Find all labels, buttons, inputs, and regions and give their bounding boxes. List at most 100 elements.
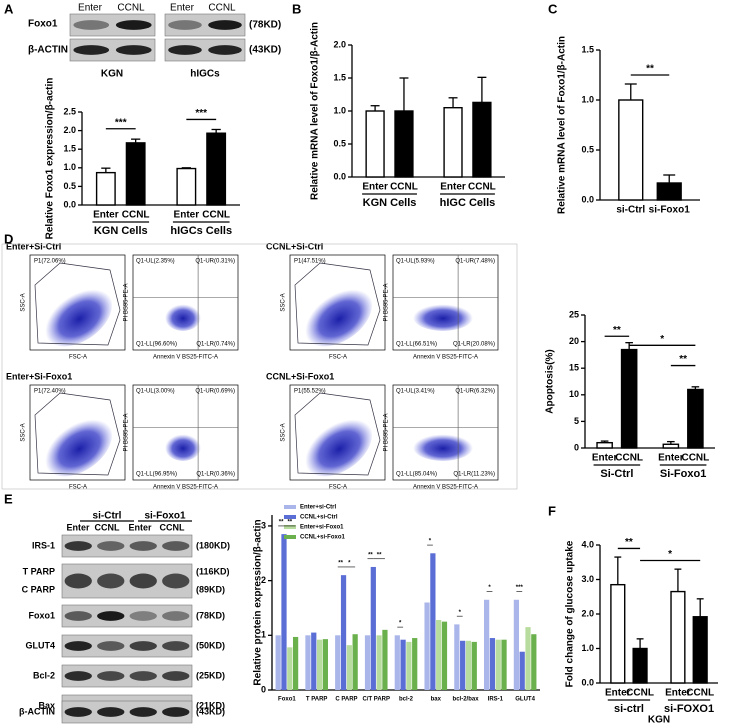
blot-group: si-Ctrl [93, 511, 122, 522]
group-label: Si-Foxo1 [660, 468, 706, 480]
y-tick-label: 2.0 [581, 608, 594, 618]
blot-band [129, 541, 157, 551]
blot-band [208, 45, 242, 55]
blot-band [64, 671, 92, 681]
bar [340, 575, 347, 690]
bar [346, 645, 352, 690]
scatter-cloud [43, 287, 113, 347]
bar [472, 101, 492, 178]
bar [610, 583, 626, 684]
bar [525, 627, 531, 690]
blot-size: (25KD) [196, 670, 225, 680]
quadrant-label: Q1-LR(0.36%) [196, 472, 235, 478]
legend-label: Enter+si-Foxo1 [300, 525, 344, 531]
blot-size: (43KD) [249, 45, 281, 56]
blot-band [129, 641, 157, 651]
gate-label: P1(47.51%) [294, 259, 326, 265]
quadrant-label: Q1-LR(0.74%) [196, 342, 235, 348]
y-tick-label: 0.0 [63, 199, 76, 209]
significance-label: ** [377, 552, 382, 558]
gate [294, 392, 381, 476]
quadrant-label: Q1-UR(0.31%) [195, 259, 235, 265]
significance-label: * [660, 334, 664, 345]
group-label: Si-Ctrl [600, 468, 633, 480]
y-tick-label: 0 [574, 442, 579, 452]
blot-band [208, 20, 242, 30]
flow-axis-label: FSC-A [329, 355, 347, 361]
bar [206, 132, 227, 206]
y-tick-label: 2.0 [333, 39, 346, 49]
y-tick-label: 5 [574, 416, 579, 426]
significance-label: ** [625, 537, 633, 548]
significance-label: *** [115, 117, 127, 128]
legend-swatch [284, 505, 296, 509]
blot-band [97, 671, 125, 681]
bar [176, 167, 197, 206]
blot-band [168, 45, 202, 55]
y-tick-label: 0.5 [63, 181, 76, 191]
y-tick-label: 1.5 [581, 44, 594, 54]
blot-band [64, 611, 92, 621]
flow-axis-label: SSC-A [21, 423, 27, 441]
y-axis-label: Apoptosis(%) [545, 349, 556, 413]
scatter-cloud [43, 417, 113, 477]
bar [364, 635, 371, 690]
y-axis-label: Relative Foxo1 expression/β-actin [45, 78, 56, 240]
significance-label: * [488, 585, 491, 591]
flow-title: Enter+Si-Ctrl [6, 241, 61, 251]
bar [513, 599, 520, 690]
significance-label: ** [338, 561, 343, 567]
quadrant-frame [392, 254, 499, 351]
lane-label: CCNL [160, 522, 185, 532]
flow-box [1, 243, 518, 490]
bar [656, 182, 682, 201]
x-tick-label: bcl-2/bax [453, 697, 480, 703]
bar [662, 443, 680, 449]
blot [61, 604, 193, 628]
x-tick-label: CCNL [615, 453, 643, 464]
lane-label: CCNL [117, 3, 145, 14]
bar [305, 635, 311, 690]
y-tick-label: 4.0 [581, 539, 594, 549]
x-tick-label: CCNL [122, 210, 150, 221]
quadrant-label: Q1-UR(7.48%) [455, 259, 495, 265]
quadrant-label: Q1-LR(20.08%) [453, 342, 495, 348]
blot-row-label: β-ACTIN [28, 45, 68, 56]
gate [34, 262, 121, 346]
x-tick-label: CCNL [390, 182, 418, 193]
blot [69, 38, 156, 62]
y-tick-label: 1.5 [333, 72, 346, 82]
bar [531, 634, 537, 690]
flow-axis-label: SSC-A [281, 293, 287, 311]
legend-swatch [284, 525, 296, 529]
y-tick-label: 10 [569, 389, 579, 399]
bar [484, 599, 490, 690]
blot-row-label: T PARP [23, 566, 55, 576]
blot [164, 13, 246, 37]
significance-label: * [348, 561, 351, 567]
y-tick-label: 0.0 [333, 171, 346, 181]
lane-label: CCNL [208, 3, 236, 14]
x-tick-label: Enter [592, 453, 618, 464]
bar [412, 638, 418, 690]
flow-axis-label: FSC-A [329, 485, 347, 491]
bar [382, 629, 388, 690]
blot-band [115, 20, 152, 30]
significance-label: ** [613, 325, 621, 336]
y-tick-label: 0 [261, 684, 266, 694]
bar [687, 388, 704, 449]
y-tick-label: 2.0 [63, 125, 76, 135]
blot-band [97, 611, 125, 621]
flow-axis-label: SSC-A [281, 423, 287, 441]
x-axis-label: KGN [648, 715, 670, 725]
x-tick-label: Foxo1 [278, 697, 296, 703]
x-tick-label: Enter [93, 210, 119, 221]
flow-axis-label: PI BS95-PE-A [384, 413, 390, 451]
significance-label: * [399, 621, 402, 627]
bar [618, 99, 644, 201]
bar [460, 640, 466, 690]
bar [430, 553, 436, 690]
blot-band [64, 707, 92, 717]
bar [489, 638, 496, 690]
bar [670, 590, 686, 684]
